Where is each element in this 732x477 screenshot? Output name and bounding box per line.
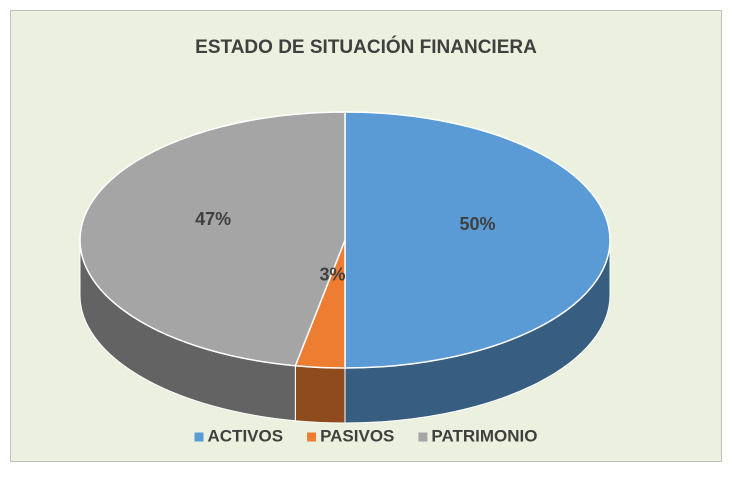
legend-label: PASIVOS bbox=[320, 426, 394, 445]
legend-swatch bbox=[307, 432, 317, 442]
legend-swatch bbox=[194, 432, 204, 442]
pie-side bbox=[294, 365, 346, 424]
legend-label: ACTIVOS bbox=[208, 426, 284, 445]
legend-swatch bbox=[418, 432, 428, 442]
data-label: 3% bbox=[320, 265, 346, 285]
chart-title: ESTADO DE SITUACIÓN FINANCIERA bbox=[195, 36, 537, 58]
pie-slice bbox=[344, 111, 611, 369]
pie-slice bbox=[79, 111, 346, 367]
data-label: 47% bbox=[195, 209, 231, 229]
data-label: 50% bbox=[459, 214, 495, 234]
legend-label: PATRIMONIO bbox=[431, 426, 537, 445]
